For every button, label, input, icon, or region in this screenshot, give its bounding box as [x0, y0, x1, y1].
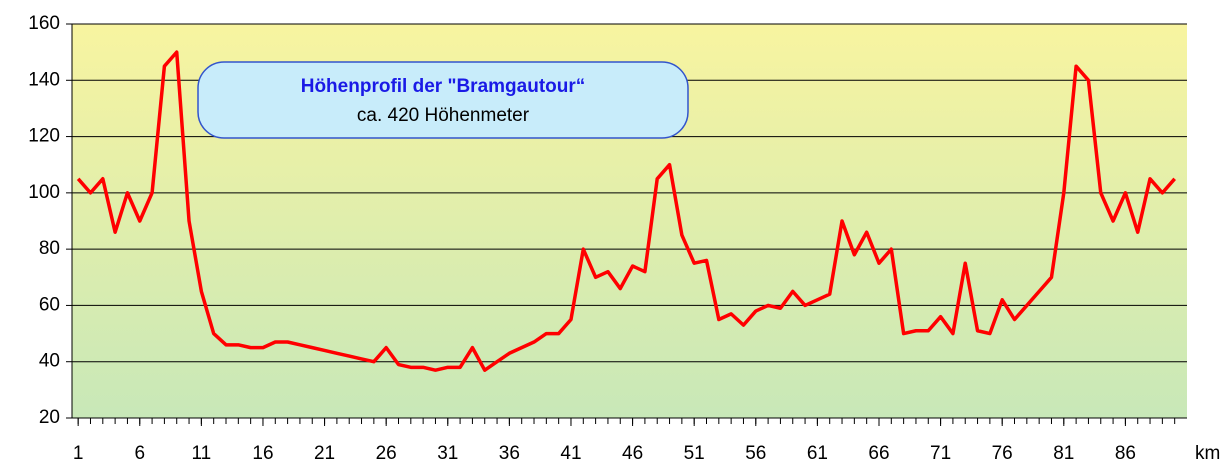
y-tick-label: 140: [28, 69, 60, 90]
x-tick-label: 6: [134, 443, 145, 464]
x-tick-label: 36: [499, 443, 520, 464]
x-tick-label: 21: [314, 443, 335, 464]
x-axis-label: km: [1195, 443, 1220, 464]
x-tick-label: 1: [73, 443, 84, 464]
line-series: [76, 50, 1176, 372]
y-tick-label: 20: [39, 407, 60, 428]
x-tick-label: 61: [807, 443, 828, 464]
x-tick-label: 71: [930, 443, 951, 464]
x-tick-label: 81: [1053, 443, 1074, 464]
x-tick-label: 66: [868, 443, 889, 464]
x-tick-label: 86: [1115, 443, 1136, 464]
x-tick-label: 11: [191, 443, 211, 464]
y-tick-label: 60: [39, 294, 60, 315]
x-tick-label: 76: [992, 443, 1013, 464]
x-tick-label: 51: [684, 443, 705, 464]
y-tick-label: 80: [39, 238, 60, 259]
x-tick-label: 31: [437, 443, 458, 464]
annotation-subtitle: ca. 420 Höhenmeter: [357, 105, 530, 126]
marks: [76, 50, 1176, 372]
y-tick-label: 100: [28, 182, 60, 203]
x-tick-label: 26: [376, 443, 397, 464]
annotation-title: Höhenprofil der "Bramgautour“: [301, 76, 586, 97]
x-tick-label: 46: [622, 443, 643, 464]
annotation-box: [197, 61, 689, 139]
x-tick-label: 56: [745, 443, 766, 464]
x-tick-label: 16: [252, 443, 273, 464]
y-tick-label: 120: [28, 126, 60, 147]
x-tick-label: 41: [560, 443, 581, 464]
y-tick-label: 160: [28, 13, 60, 34]
y-tick-label: 40: [39, 351, 60, 372]
